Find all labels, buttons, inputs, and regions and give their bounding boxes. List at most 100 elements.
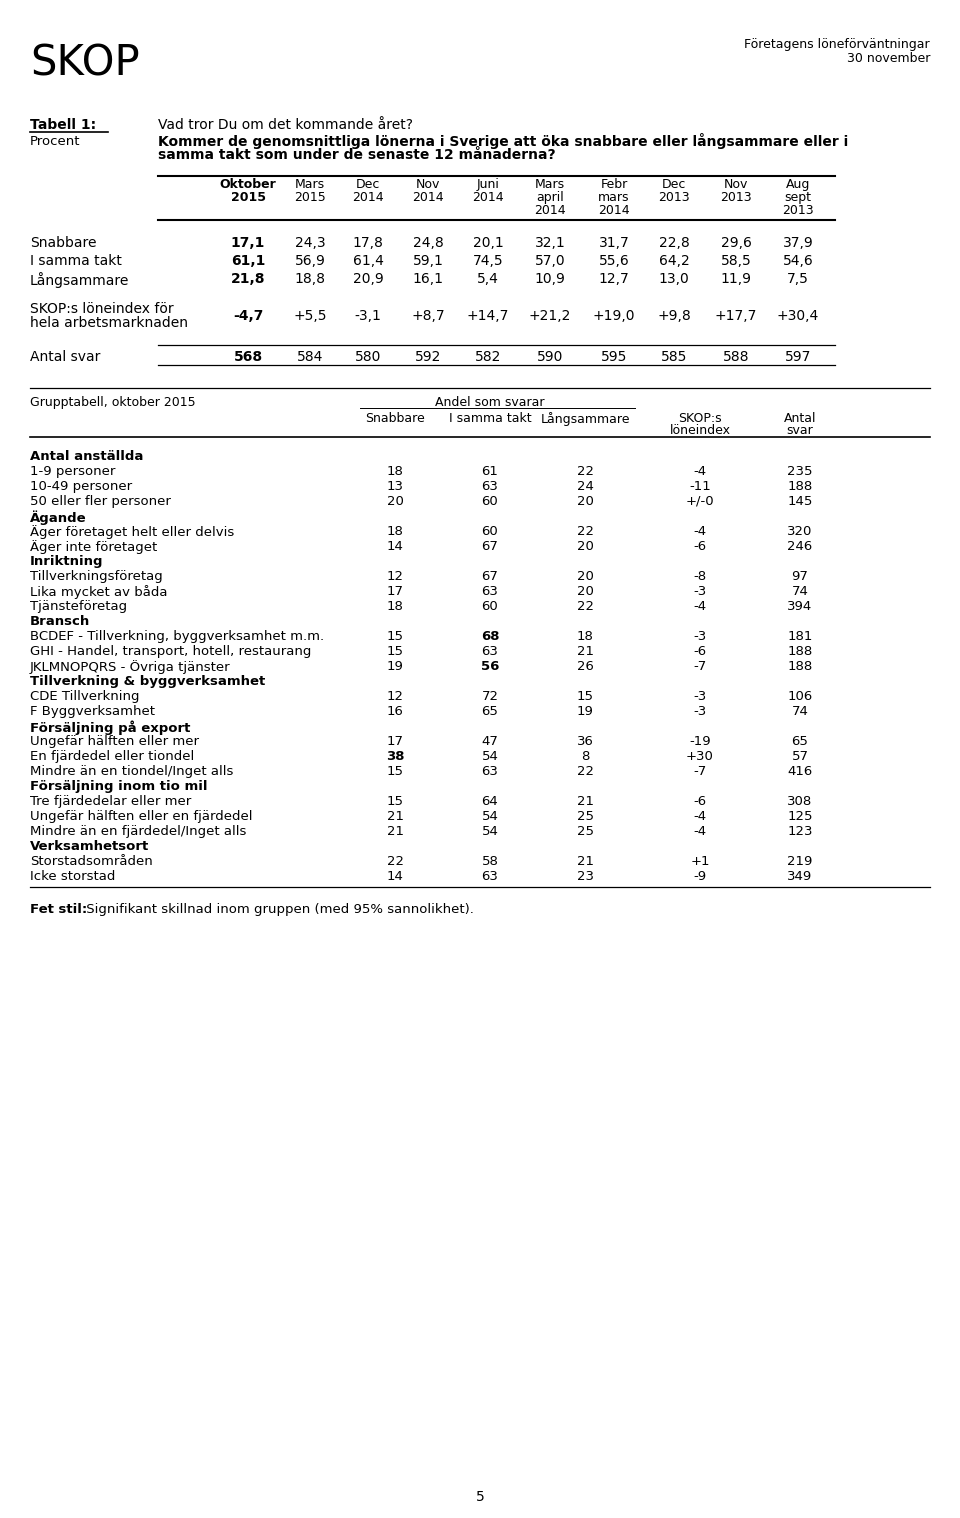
Text: 21: 21 xyxy=(577,645,593,657)
Text: Oktober: Oktober xyxy=(220,178,276,191)
Text: 394: 394 xyxy=(787,600,812,613)
Text: 61,1: 61,1 xyxy=(230,254,265,269)
Text: 97: 97 xyxy=(792,569,808,583)
Text: 25: 25 xyxy=(577,824,593,838)
Text: 64,2: 64,2 xyxy=(659,254,689,269)
Text: Febr: Febr xyxy=(600,178,628,191)
Text: 54: 54 xyxy=(482,824,498,838)
Text: +14,7: +14,7 xyxy=(467,310,509,323)
Text: 60: 60 xyxy=(482,525,498,537)
Text: SKOP: SKOP xyxy=(30,43,139,83)
Text: 54: 54 xyxy=(482,750,498,764)
Text: 2014: 2014 xyxy=(352,191,384,203)
Text: 61: 61 xyxy=(482,465,498,478)
Text: 22: 22 xyxy=(577,525,593,537)
Text: 74: 74 xyxy=(792,584,808,598)
Text: 55,6: 55,6 xyxy=(599,254,630,269)
Text: Vad tror Du om det kommande året?: Vad tror Du om det kommande året? xyxy=(158,118,413,132)
Text: 20: 20 xyxy=(577,495,593,509)
Text: 13,0: 13,0 xyxy=(659,272,689,285)
Text: SKOP:s: SKOP:s xyxy=(678,411,722,425)
Text: Tjänsteföretag: Tjänsteföretag xyxy=(30,600,127,613)
Text: 15: 15 xyxy=(387,795,403,808)
Text: -3: -3 xyxy=(693,704,707,718)
Text: 74: 74 xyxy=(792,704,808,718)
Text: 235: 235 xyxy=(787,465,813,478)
Text: Äger företaget helt eller delvis: Äger företaget helt eller delvis xyxy=(30,525,234,539)
Text: 181: 181 xyxy=(787,630,813,644)
Text: 22: 22 xyxy=(577,465,593,478)
Text: 246: 246 xyxy=(787,540,812,553)
Text: -6: -6 xyxy=(693,645,707,657)
Text: 20: 20 xyxy=(387,495,403,509)
Text: +19,0: +19,0 xyxy=(592,310,636,323)
Text: -4: -4 xyxy=(693,600,707,613)
Text: 15: 15 xyxy=(387,765,403,779)
Text: samma takt som under de senaste 12 månaderna?: samma takt som under de senaste 12 månad… xyxy=(158,147,556,162)
Text: Företagens löneförväntningar: Företagens löneförväntningar xyxy=(744,38,930,52)
Text: 219: 219 xyxy=(787,855,813,868)
Text: 2013: 2013 xyxy=(659,191,690,203)
Text: 68: 68 xyxy=(481,630,499,644)
Text: +5,5: +5,5 xyxy=(293,310,326,323)
Text: +8,7: +8,7 xyxy=(411,310,444,323)
Text: 20: 20 xyxy=(577,569,593,583)
Text: Storstadsområden: Storstadsområden xyxy=(30,855,153,868)
Text: 22: 22 xyxy=(577,765,593,779)
Text: 29,6: 29,6 xyxy=(721,235,752,250)
Text: 32,1: 32,1 xyxy=(535,235,565,250)
Text: 2013: 2013 xyxy=(720,191,752,203)
Text: 47: 47 xyxy=(482,735,498,748)
Text: 17,1: 17,1 xyxy=(230,235,265,250)
Text: 21,8: 21,8 xyxy=(230,272,265,285)
Text: 57,0: 57,0 xyxy=(535,254,565,269)
Text: 17: 17 xyxy=(387,735,403,748)
Text: -8: -8 xyxy=(693,569,707,583)
Text: -7: -7 xyxy=(693,660,707,672)
Text: Mars: Mars xyxy=(295,178,325,191)
Text: 20: 20 xyxy=(577,540,593,553)
Text: Äger inte företaget: Äger inte företaget xyxy=(30,540,157,554)
Text: -7: -7 xyxy=(693,765,707,779)
Text: 582: 582 xyxy=(475,351,501,364)
Text: 65: 65 xyxy=(482,704,498,718)
Text: Snabbare: Snabbare xyxy=(30,235,97,250)
Text: 188: 188 xyxy=(787,480,812,493)
Text: Inriktning: Inriktning xyxy=(30,556,104,568)
Text: 188: 188 xyxy=(787,645,812,657)
Text: 24: 24 xyxy=(577,480,593,493)
Text: 20,9: 20,9 xyxy=(352,272,383,285)
Text: 72: 72 xyxy=(482,691,498,703)
Text: 8: 8 xyxy=(581,750,589,764)
Text: En fjärdedel eller tiondel: En fjärdedel eller tiondel xyxy=(30,750,194,764)
Text: 597: 597 xyxy=(785,351,811,364)
Text: 588: 588 xyxy=(723,351,749,364)
Text: +21,2: +21,2 xyxy=(529,310,571,323)
Text: 74,5: 74,5 xyxy=(472,254,503,269)
Text: 56,9: 56,9 xyxy=(295,254,325,269)
Text: 11,9: 11,9 xyxy=(721,272,752,285)
Text: 12: 12 xyxy=(387,691,403,703)
Text: Juni: Juni xyxy=(476,178,499,191)
Text: -4: -4 xyxy=(693,465,707,478)
Text: 20: 20 xyxy=(577,584,593,598)
Text: 18,8: 18,8 xyxy=(295,272,325,285)
Text: 590: 590 xyxy=(537,351,564,364)
Text: +/-0: +/-0 xyxy=(685,495,714,509)
Text: 22,8: 22,8 xyxy=(659,235,689,250)
Text: Antal svar: Antal svar xyxy=(30,351,101,364)
Text: 2014: 2014 xyxy=(534,203,565,217)
Text: 57: 57 xyxy=(791,750,808,764)
Text: F Byggverksamhet: F Byggverksamhet xyxy=(30,704,155,718)
Text: 20,1: 20,1 xyxy=(472,235,503,250)
Text: 592: 592 xyxy=(415,351,442,364)
Text: 36: 36 xyxy=(577,735,593,748)
Text: -3: -3 xyxy=(693,584,707,598)
Text: Nov: Nov xyxy=(724,178,748,191)
Text: 61,4: 61,4 xyxy=(352,254,383,269)
Text: Antal anställda: Antal anställda xyxy=(30,449,143,463)
Text: Långsammare: Långsammare xyxy=(30,272,130,288)
Text: Nov: Nov xyxy=(416,178,441,191)
Text: -4: -4 xyxy=(693,824,707,838)
Text: Bransch: Bransch xyxy=(30,615,90,628)
